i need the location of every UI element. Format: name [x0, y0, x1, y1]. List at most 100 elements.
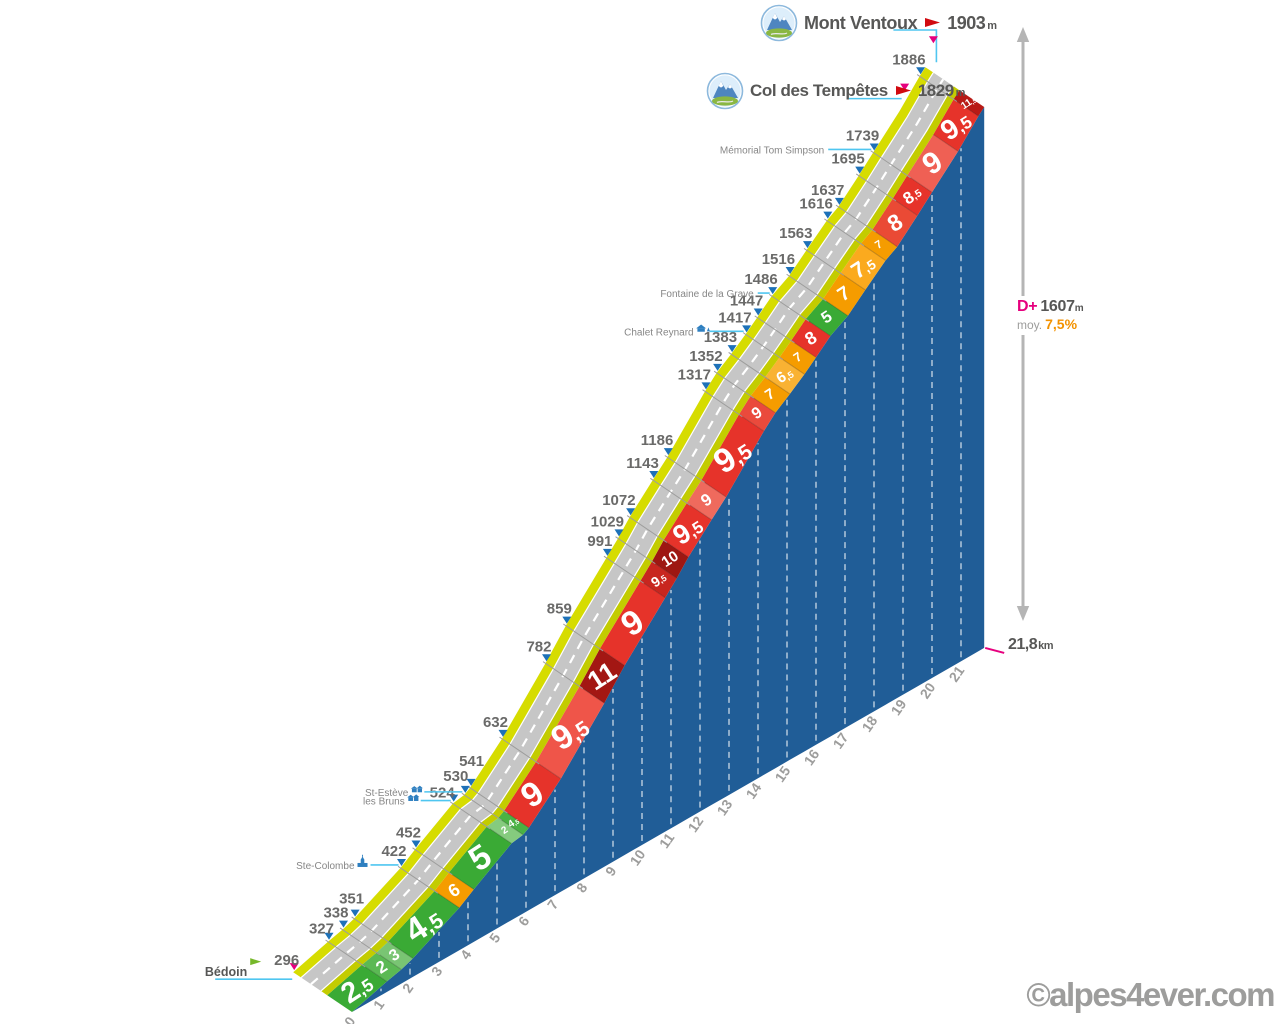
elevation-label: 1186: [641, 432, 674, 449]
summit-name: Col des Tempêtes: [750, 81, 888, 100]
elevation-label: 859: [547, 601, 572, 618]
elevation-marker-icon: [663, 448, 673, 456]
elevation-label: 1739: [846, 128, 879, 145]
elevation-marker-icon: [460, 785, 470, 793]
km-tick-label: 7: [544, 896, 562, 912]
km-tick-label: 8: [573, 880, 591, 896]
elevation-label: 1886: [892, 51, 925, 68]
summit-name: Mont Ventoux: [804, 12, 918, 33]
watermark: ©alpes4ever.com: [1026, 976, 1275, 1013]
gradient-segments: [327, 90, 985, 1012]
elevation-label: 524: [430, 785, 456, 802]
elevation-label: 1695: [831, 151, 864, 168]
flag-icon: [895, 86, 911, 95]
elevation-marker-icon: [803, 241, 813, 249]
elevation-label: 1072: [602, 492, 635, 509]
elevation-label: 296: [274, 952, 299, 969]
elevation-marker-icon: [785, 266, 795, 274]
elevation-marker-icon: [713, 363, 723, 371]
km-tick-label: 6: [515, 913, 533, 929]
elevation-marker-icon: [834, 197, 844, 205]
elevation-marker-icon: [626, 508, 636, 516]
avg-grade-stat: moy. 7,5%: [1017, 316, 1078, 333]
elevation-label: 338: [323, 905, 348, 922]
elevation-label: 1143: [626, 455, 659, 472]
road-ribbon: [293, 67, 960, 996]
elevation-marker-icon: [498, 729, 508, 737]
summit-label-mont-ventoux: Mont Ventoux 1903 m: [760, 4, 997, 42]
place-label: Fontaine de la Grave: [660, 289, 754, 300]
elevation-label: 351: [339, 891, 364, 908]
start-name-label: Bédoin: [205, 965, 247, 979]
elevation-marker-icon: [916, 67, 926, 75]
elevation-marker-icon: [753, 308, 763, 316]
elevation-marker-icon: [727, 345, 737, 353]
elevation-marker-icon: [350, 909, 360, 917]
place-label: Chalet Reynard: [624, 327, 693, 338]
elevation-label: 1637: [811, 182, 844, 199]
elevation-label: 541: [459, 753, 484, 770]
elevation-label: 452: [396, 825, 421, 842]
elevation-label: 1352: [689, 348, 722, 365]
elevation-marker-icon: [466, 778, 476, 786]
km-tick-label: 4: [457, 947, 475, 963]
place-label: Mémorial Tom Simpson: [720, 145, 824, 156]
elevation-marker-icon: [324, 932, 334, 940]
summit-connectors: [848, 29, 938, 100]
elevation-label: 1447: [730, 293, 763, 310]
elevation-marker-icon: [823, 211, 833, 219]
elevation-marker-icon: [869, 143, 879, 151]
elevation-marker-icon: [701, 382, 711, 390]
start-flag-icon: [250, 958, 262, 966]
elevation-marker-icon: [411, 840, 421, 848]
elevation-label: 1516: [762, 251, 795, 268]
elevation-marker-icon: [397, 858, 407, 866]
elevation-label: 1563: [779, 225, 812, 242]
elevation-marker-icon: [542, 654, 552, 662]
elevation-marker-icon: [900, 83, 910, 91]
elevation-marker-icon: [289, 963, 299, 971]
dplus-stat: D+ 1607m: [1017, 298, 1084, 315]
elevation-label: 1029: [591, 513, 624, 530]
km-tick-label: 9: [602, 863, 620, 879]
elevation-marker-icon: [339, 920, 349, 928]
place-label: St-Estève: [365, 788, 409, 799]
elevation-label: 1417: [718, 309, 751, 326]
distance-pointer-line: [984, 646, 1005, 654]
elevation-marker-icon: [855, 166, 865, 174]
km-tick-label: 0: [341, 1013, 359, 1024]
summit-label-col-des-tempetes: Col des Tempêtes 1829 m: [706, 72, 965, 110]
summit-elevation: 1903 m: [947, 12, 997, 33]
elevation-label: 530: [443, 768, 468, 785]
climb-stats: D+ 1607m moy. 7,5%: [1014, 296, 1087, 336]
place-label: les Bruns: [363, 797, 405, 808]
mountain-badge-icon: [760, 4, 798, 42]
church-icon: [357, 854, 368, 867]
elevation-label: 632: [483, 714, 508, 731]
elevation-label: 1317: [678, 366, 711, 383]
elevation-wall: [352, 107, 985, 1012]
elevation-label: 422: [381, 843, 406, 860]
km-gridlines: [351, 148, 962, 1019]
total-distance-label: 21,8km: [1008, 636, 1054, 653]
elevation-label: 327: [309, 921, 334, 938]
mountain-badge-icon: [706, 72, 744, 110]
place-label: Ste-Colombe: [296, 861, 355, 872]
grade-label: 2: [500, 824, 511, 836]
elevation-marker-icon: [562, 616, 572, 624]
elevation-marker-icon: [614, 529, 624, 537]
grade-label: 7: [873, 238, 885, 251]
grade-label: 10: [659, 548, 682, 571]
km-tick-label: 5: [486, 930, 504, 946]
elevation-labels: 2963273383514224525245305416327828599911…: [274, 51, 926, 971]
hamlet-icon: [407, 794, 420, 801]
elevation-label: 1486: [744, 271, 777, 288]
elevation-marker-icon: [602, 548, 612, 556]
elevation-marker-icon: [768, 287, 778, 295]
start-label: Bédoin: [205, 958, 293, 980]
elevation-marker-icon: [449, 794, 459, 802]
elevation-marker-icon: [649, 470, 659, 478]
